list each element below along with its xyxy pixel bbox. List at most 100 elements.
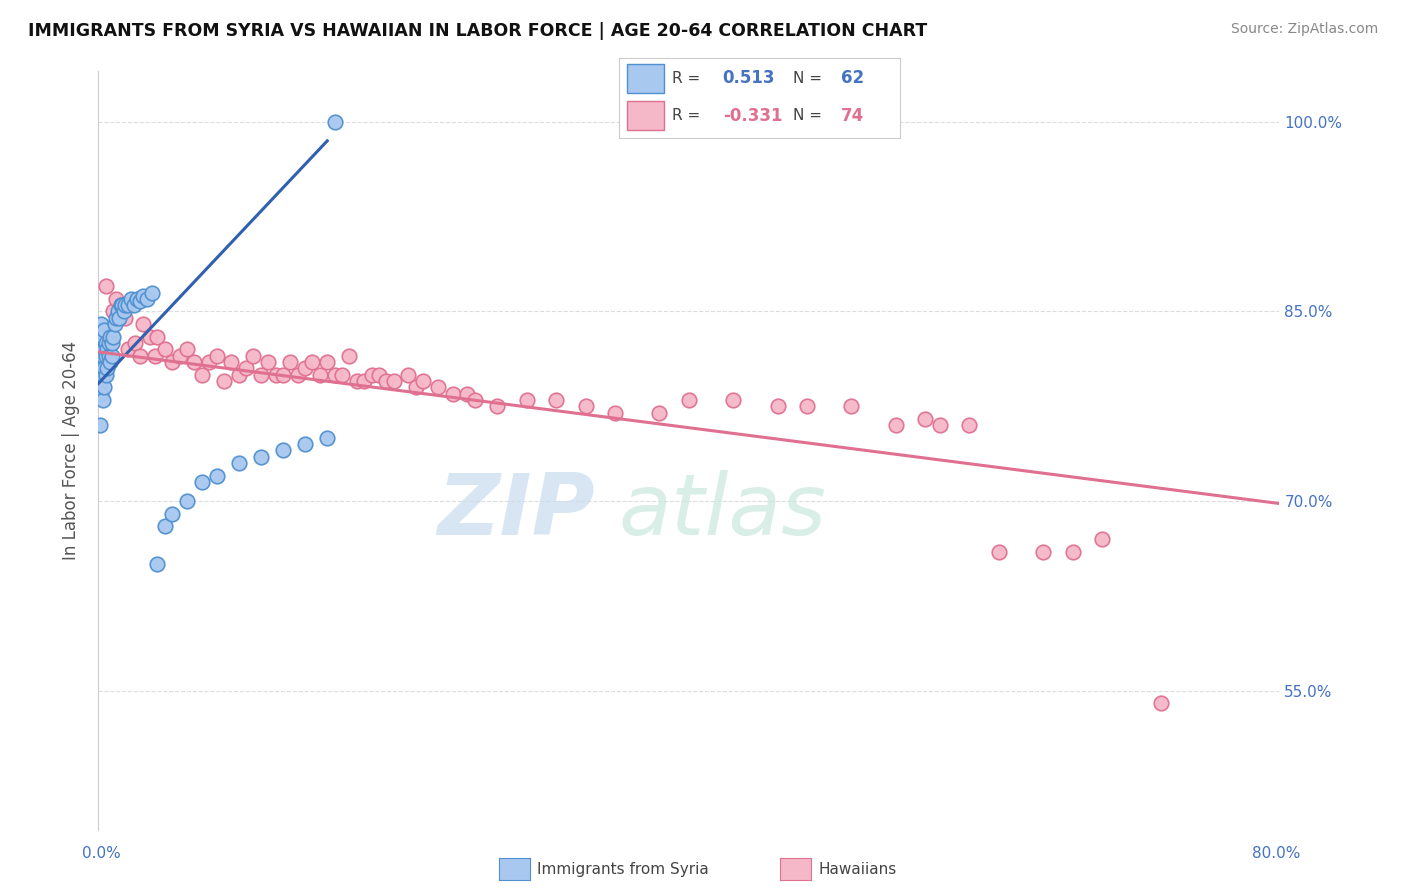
Point [339, 349, 361, 363]
Point [139, 330, 162, 344]
Point [136, 292, 159, 306]
Point [271, 368, 294, 382]
Point [114, 310, 136, 325]
Bar [627, 63, 664, 93]
Point [405, 380, 427, 394]
Point [89, 368, 111, 382]
Point [228, 368, 250, 382]
Point [441, 386, 464, 401]
Point [228, 456, 250, 470]
Point [143, 349, 166, 363]
Point [108, 310, 131, 325]
Point [107, 304, 129, 318]
Text: N =: N = [793, 70, 827, 86]
Point [97, 349, 120, 363]
Text: 0.513: 0.513 [723, 69, 775, 87]
Point [412, 374, 434, 388]
Point [353, 374, 375, 388]
Point [105, 292, 128, 306]
Point [162, 507, 183, 521]
Point [128, 349, 150, 363]
Point [89, 343, 111, 357]
Point [90, 368, 112, 382]
Point [112, 304, 135, 318]
Point [191, 368, 214, 382]
Point [457, 386, 479, 401]
Point [153, 343, 176, 357]
Point [841, 399, 863, 413]
Point [90, 330, 112, 344]
Point [766, 399, 789, 413]
Point [103, 304, 125, 318]
Point [723, 392, 745, 407]
Point [427, 380, 450, 394]
Y-axis label: In Labor Force | Age 20-64: In Labor Force | Age 20-64 [62, 341, 80, 560]
Text: atlas: atlas [619, 469, 827, 553]
Point [323, 368, 346, 382]
Point [125, 292, 148, 306]
Point [100, 336, 122, 351]
Point [141, 285, 163, 300]
Text: 0.0%: 0.0% [82, 847, 121, 861]
Point [294, 437, 316, 451]
Point [104, 317, 127, 331]
Point [1150, 696, 1173, 710]
Text: ZIP: ZIP [437, 469, 595, 553]
Point [91, 330, 114, 344]
Point [486, 399, 509, 413]
Point [301, 355, 323, 369]
Point [176, 343, 198, 357]
Text: 74: 74 [841, 107, 865, 125]
Point [516, 392, 538, 407]
Text: R =: R = [672, 70, 706, 86]
Point [914, 412, 936, 426]
Point [162, 355, 183, 369]
Point [103, 330, 125, 344]
Point [368, 368, 391, 382]
Point [117, 298, 139, 312]
Point [146, 330, 169, 344]
Point [242, 349, 264, 363]
Point [111, 298, 134, 312]
Point [91, 392, 114, 407]
Point [191, 475, 214, 489]
Point [94, 279, 117, 293]
Point [110, 298, 132, 312]
Point [575, 399, 598, 413]
Point [1032, 544, 1054, 558]
Point [264, 368, 287, 382]
Point [250, 368, 273, 382]
Point [1062, 544, 1084, 558]
Point [132, 317, 155, 331]
Point [117, 343, 139, 357]
Point [198, 355, 221, 369]
Point [90, 343, 112, 357]
Point [257, 355, 280, 369]
Point [97, 336, 120, 351]
Point [146, 557, 169, 571]
Text: R =: R = [672, 108, 706, 123]
Point [132, 289, 155, 303]
Point [205, 468, 228, 483]
Point [90, 368, 112, 382]
Point [96, 343, 118, 357]
Point [346, 374, 368, 388]
Point [221, 355, 243, 369]
Point [316, 431, 339, 445]
Point [110, 298, 132, 312]
Point [398, 368, 420, 382]
Text: N =: N = [793, 108, 827, 123]
Point [90, 386, 112, 401]
Point [93, 380, 115, 394]
Point [122, 298, 145, 312]
Point [988, 544, 1011, 558]
Point [176, 494, 198, 508]
Point [360, 368, 382, 382]
Point [884, 418, 907, 433]
Text: Source: ZipAtlas.com: Source: ZipAtlas.com [1230, 22, 1378, 37]
Point [89, 330, 111, 344]
Text: 80.0%: 80.0% [1253, 847, 1301, 861]
Point [105, 310, 128, 325]
Point [120, 292, 142, 306]
Point [98, 330, 121, 344]
